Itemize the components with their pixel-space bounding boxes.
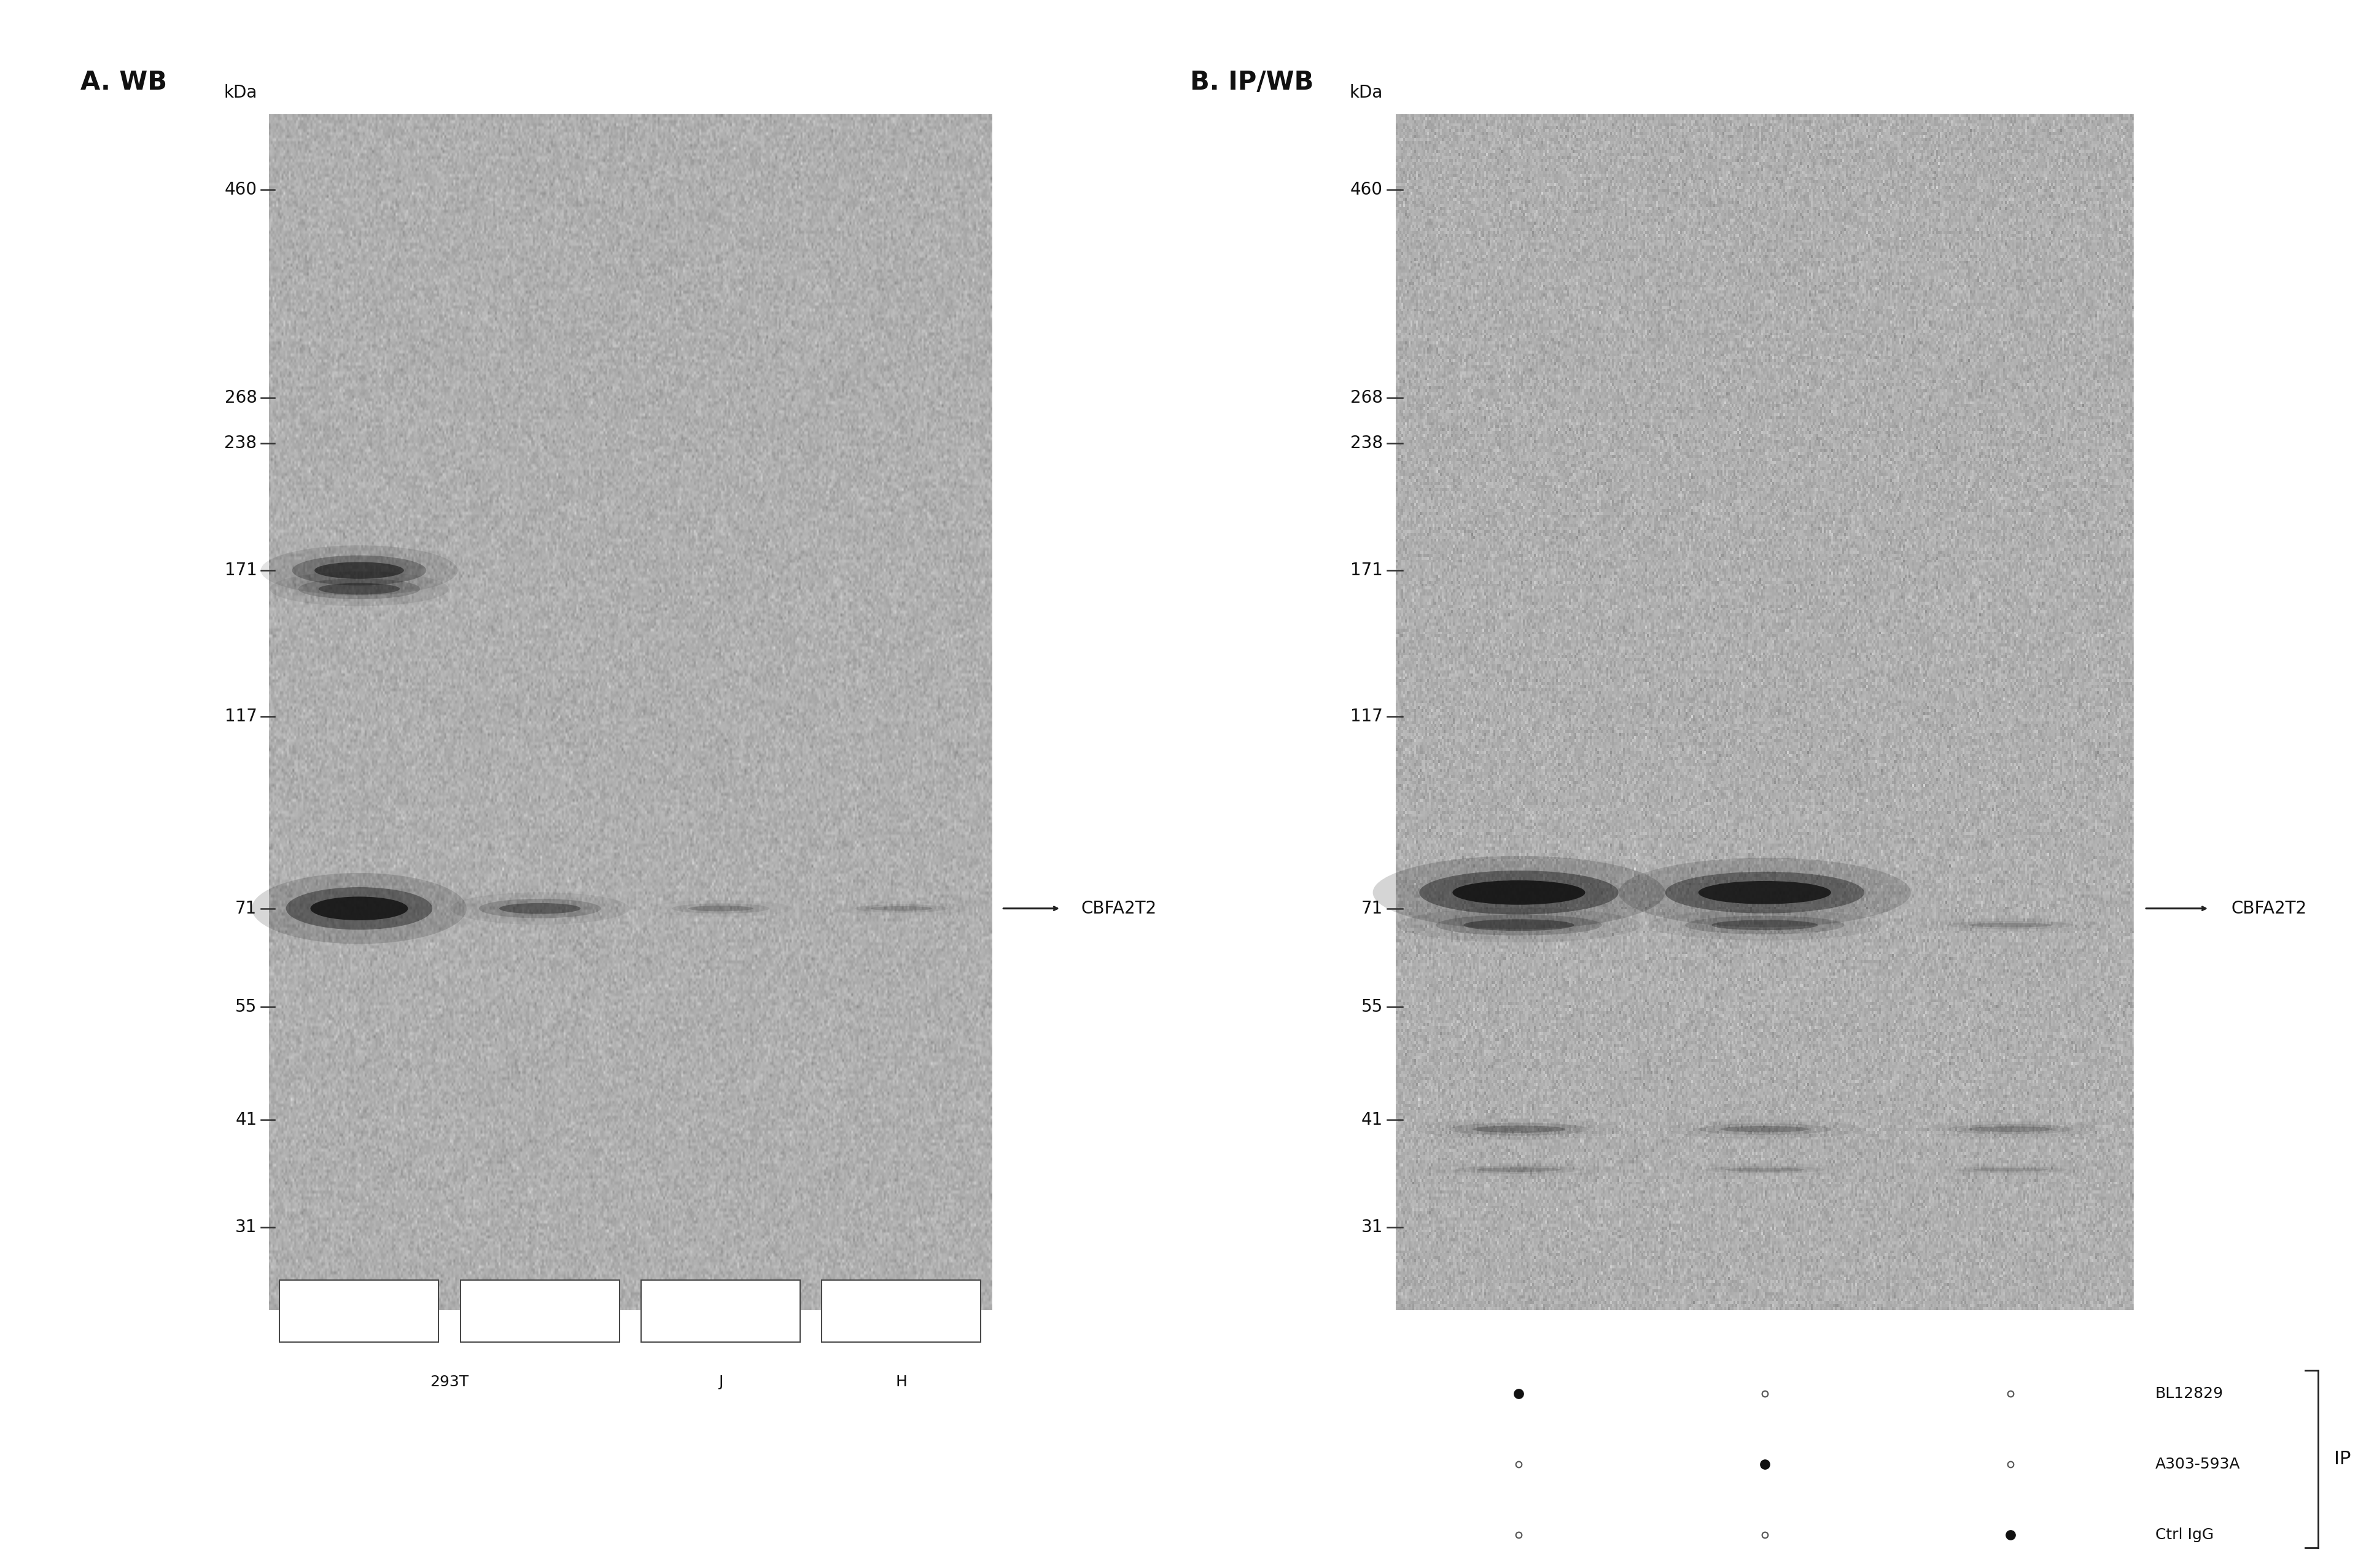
- Text: 171: 171: [1351, 561, 1382, 579]
- Ellipse shape: [1712, 920, 1818, 930]
- Text: 41: 41: [1361, 1112, 1382, 1129]
- Ellipse shape: [1698, 881, 1832, 905]
- Ellipse shape: [1698, 1123, 1832, 1135]
- Ellipse shape: [1464, 919, 1575, 931]
- Text: 117: 117: [1351, 707, 1382, 724]
- Ellipse shape: [269, 571, 448, 607]
- Bar: [823, 1281, 981, 1342]
- Ellipse shape: [1471, 1126, 1566, 1132]
- Ellipse shape: [1455, 1165, 1582, 1174]
- Text: 31: 31: [1361, 1218, 1382, 1236]
- Ellipse shape: [1417, 1118, 1620, 1140]
- Text: 171: 171: [224, 561, 257, 579]
- Text: Ctrl IgG: Ctrl IgG: [2155, 1527, 2214, 1543]
- Ellipse shape: [1450, 1123, 1589, 1135]
- Ellipse shape: [311, 897, 408, 920]
- Text: kDa: kDa: [224, 85, 257, 102]
- Ellipse shape: [1648, 909, 1882, 941]
- Text: 238: 238: [1351, 434, 1382, 452]
- Text: 55: 55: [236, 999, 257, 1014]
- Text: 71: 71: [236, 900, 257, 917]
- Ellipse shape: [1686, 916, 1844, 935]
- Text: IP: IP: [2334, 1450, 2351, 1468]
- Bar: [641, 1281, 799, 1342]
- Text: A303-593A: A303-593A: [2155, 1457, 2240, 1471]
- Ellipse shape: [479, 898, 601, 919]
- Text: 41: 41: [236, 1112, 257, 1129]
- Text: 15: 15: [531, 1305, 549, 1319]
- Ellipse shape: [1969, 1126, 2051, 1132]
- Text: CBFA2T2: CBFA2T2: [2231, 900, 2306, 917]
- Text: 71: 71: [1361, 900, 1382, 917]
- Text: kDa: kDa: [1349, 85, 1382, 102]
- Text: H: H: [896, 1375, 908, 1389]
- Ellipse shape: [1372, 856, 1665, 930]
- Ellipse shape: [1420, 870, 1618, 914]
- Bar: [1396, 114, 2134, 1309]
- Ellipse shape: [1665, 872, 1865, 914]
- Ellipse shape: [252, 873, 467, 944]
- Ellipse shape: [870, 906, 931, 911]
- Text: 31: 31: [236, 1218, 257, 1236]
- Ellipse shape: [1721, 1126, 1809, 1132]
- Text: CBFA2T2: CBFA2T2: [1080, 900, 1155, 917]
- Ellipse shape: [1974, 1168, 2049, 1171]
- Ellipse shape: [314, 561, 403, 579]
- Ellipse shape: [1476, 1167, 1561, 1171]
- Ellipse shape: [689, 906, 752, 911]
- Ellipse shape: [500, 903, 580, 914]
- Text: 460: 460: [1351, 182, 1382, 199]
- Text: 293T: 293T: [429, 1375, 469, 1389]
- Ellipse shape: [450, 892, 630, 925]
- Bar: [281, 1281, 439, 1342]
- Ellipse shape: [1398, 908, 1641, 942]
- Text: 238: 238: [224, 434, 257, 452]
- Ellipse shape: [1726, 1168, 1804, 1171]
- Text: B. IP/WB: B. IP/WB: [1191, 69, 1313, 96]
- Ellipse shape: [285, 887, 432, 930]
- Bar: [269, 114, 993, 1309]
- Text: 268: 268: [224, 389, 257, 406]
- Ellipse shape: [1705, 1167, 1825, 1173]
- Ellipse shape: [1948, 1124, 2073, 1134]
- Bar: [630, 1352, 811, 1413]
- Text: 117: 117: [224, 707, 257, 724]
- Text: 268: 268: [1351, 389, 1382, 406]
- Bar: [269, 1352, 630, 1413]
- Ellipse shape: [292, 555, 427, 585]
- Ellipse shape: [1436, 914, 1601, 936]
- Ellipse shape: [297, 579, 420, 599]
- Ellipse shape: [1453, 880, 1585, 905]
- Ellipse shape: [1948, 920, 2073, 930]
- Text: 50: 50: [891, 1305, 910, 1319]
- Text: A. WB: A. WB: [80, 69, 167, 96]
- Ellipse shape: [1969, 922, 2051, 927]
- Text: J: J: [719, 1375, 724, 1389]
- Ellipse shape: [1618, 858, 1910, 927]
- Ellipse shape: [1955, 1167, 2068, 1173]
- Bar: [460, 1281, 620, 1342]
- Ellipse shape: [318, 583, 401, 594]
- Text: 50: 50: [349, 1305, 368, 1319]
- Ellipse shape: [856, 905, 948, 913]
- Text: 460: 460: [224, 182, 257, 199]
- Ellipse shape: [262, 546, 457, 596]
- Bar: [811, 1352, 993, 1413]
- Text: 55: 55: [1361, 999, 1382, 1014]
- Text: BL12829: BL12829: [2155, 1386, 2224, 1400]
- Ellipse shape: [672, 903, 769, 914]
- Text: 50: 50: [712, 1305, 731, 1319]
